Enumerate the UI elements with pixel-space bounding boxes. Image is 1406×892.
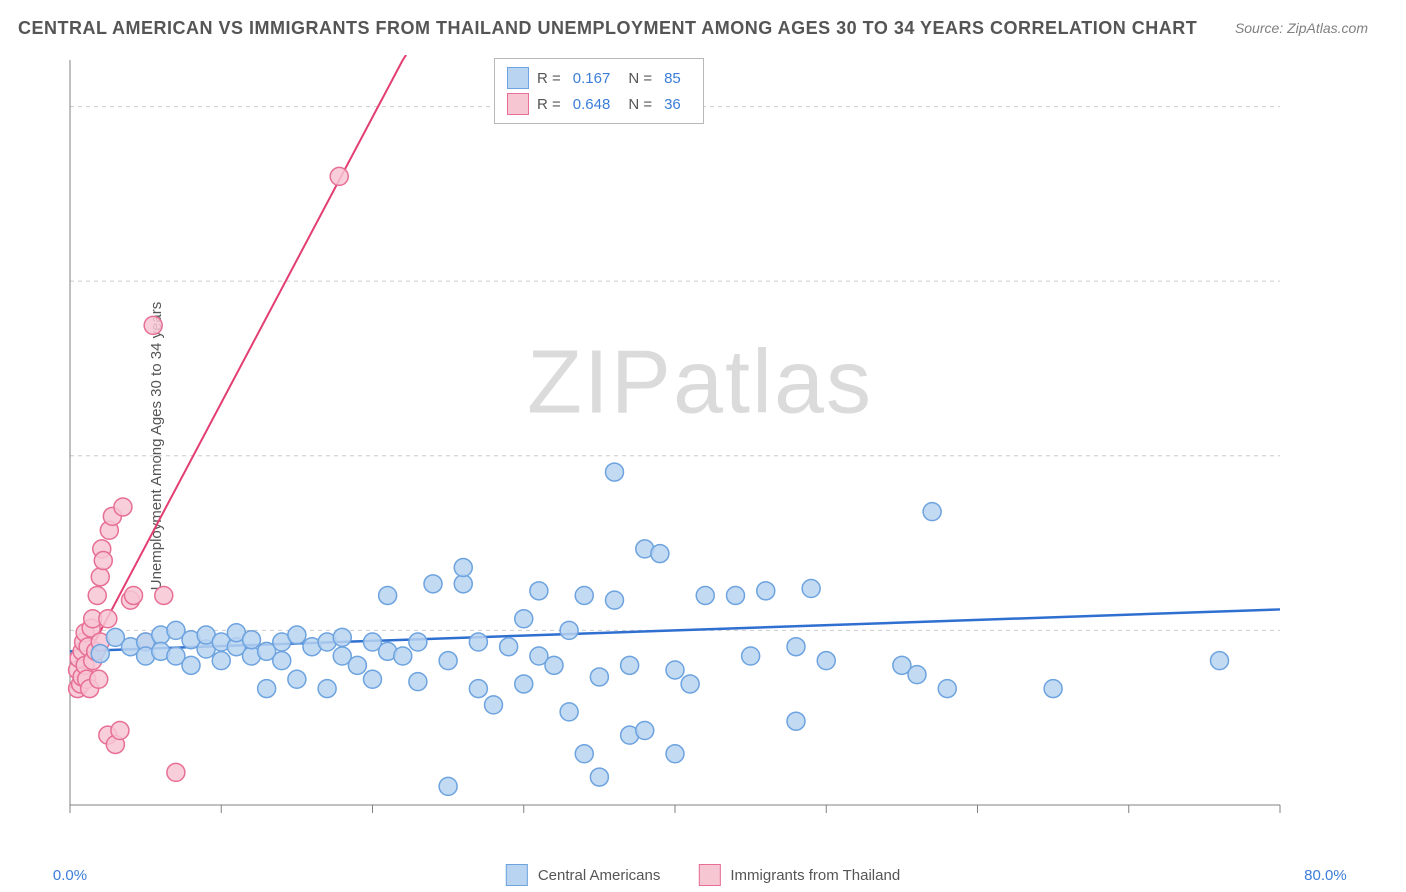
legend-swatch xyxy=(507,93,529,115)
legend-row: R = 0.167 N = 85 xyxy=(507,65,691,91)
legend-series-label: Central Americans xyxy=(538,867,661,884)
chart-title: CENTRAL AMERICAN VS IMMIGRANTS FROM THAI… xyxy=(18,18,1197,39)
legend-series-label: Immigrants from Thailand xyxy=(730,867,900,884)
legend-r-label: R = xyxy=(537,70,561,87)
x-tick-label: 0.0% xyxy=(53,867,87,884)
legend-r-label: R = xyxy=(537,96,561,113)
legend-rn-box: R = 0.167 N = 85 R = 0.648 N = 36 xyxy=(494,58,704,124)
legend-swatch xyxy=(507,67,529,89)
legend-n-label: N = xyxy=(628,96,652,113)
chart-svg xyxy=(60,55,1340,835)
source-label: Source: ZipAtlas.com xyxy=(1235,20,1368,36)
legend-series: Central Americans Immigrants from Thaila… xyxy=(506,864,900,886)
legend-n-value: 85 xyxy=(664,70,681,87)
legend-swatch xyxy=(698,864,720,886)
legend-n-value: 36 xyxy=(664,96,681,113)
legend-r-value: 0.167 xyxy=(573,70,611,87)
x-tick-label: 80.0% xyxy=(1304,867,1347,884)
legend-swatch xyxy=(506,864,528,886)
legend-row: R = 0.648 N = 36 xyxy=(507,91,691,117)
legend-r-value: 0.648 xyxy=(573,96,611,113)
legend-n-label: N = xyxy=(628,70,652,87)
plot-area: ZIPatlas xyxy=(60,55,1340,835)
